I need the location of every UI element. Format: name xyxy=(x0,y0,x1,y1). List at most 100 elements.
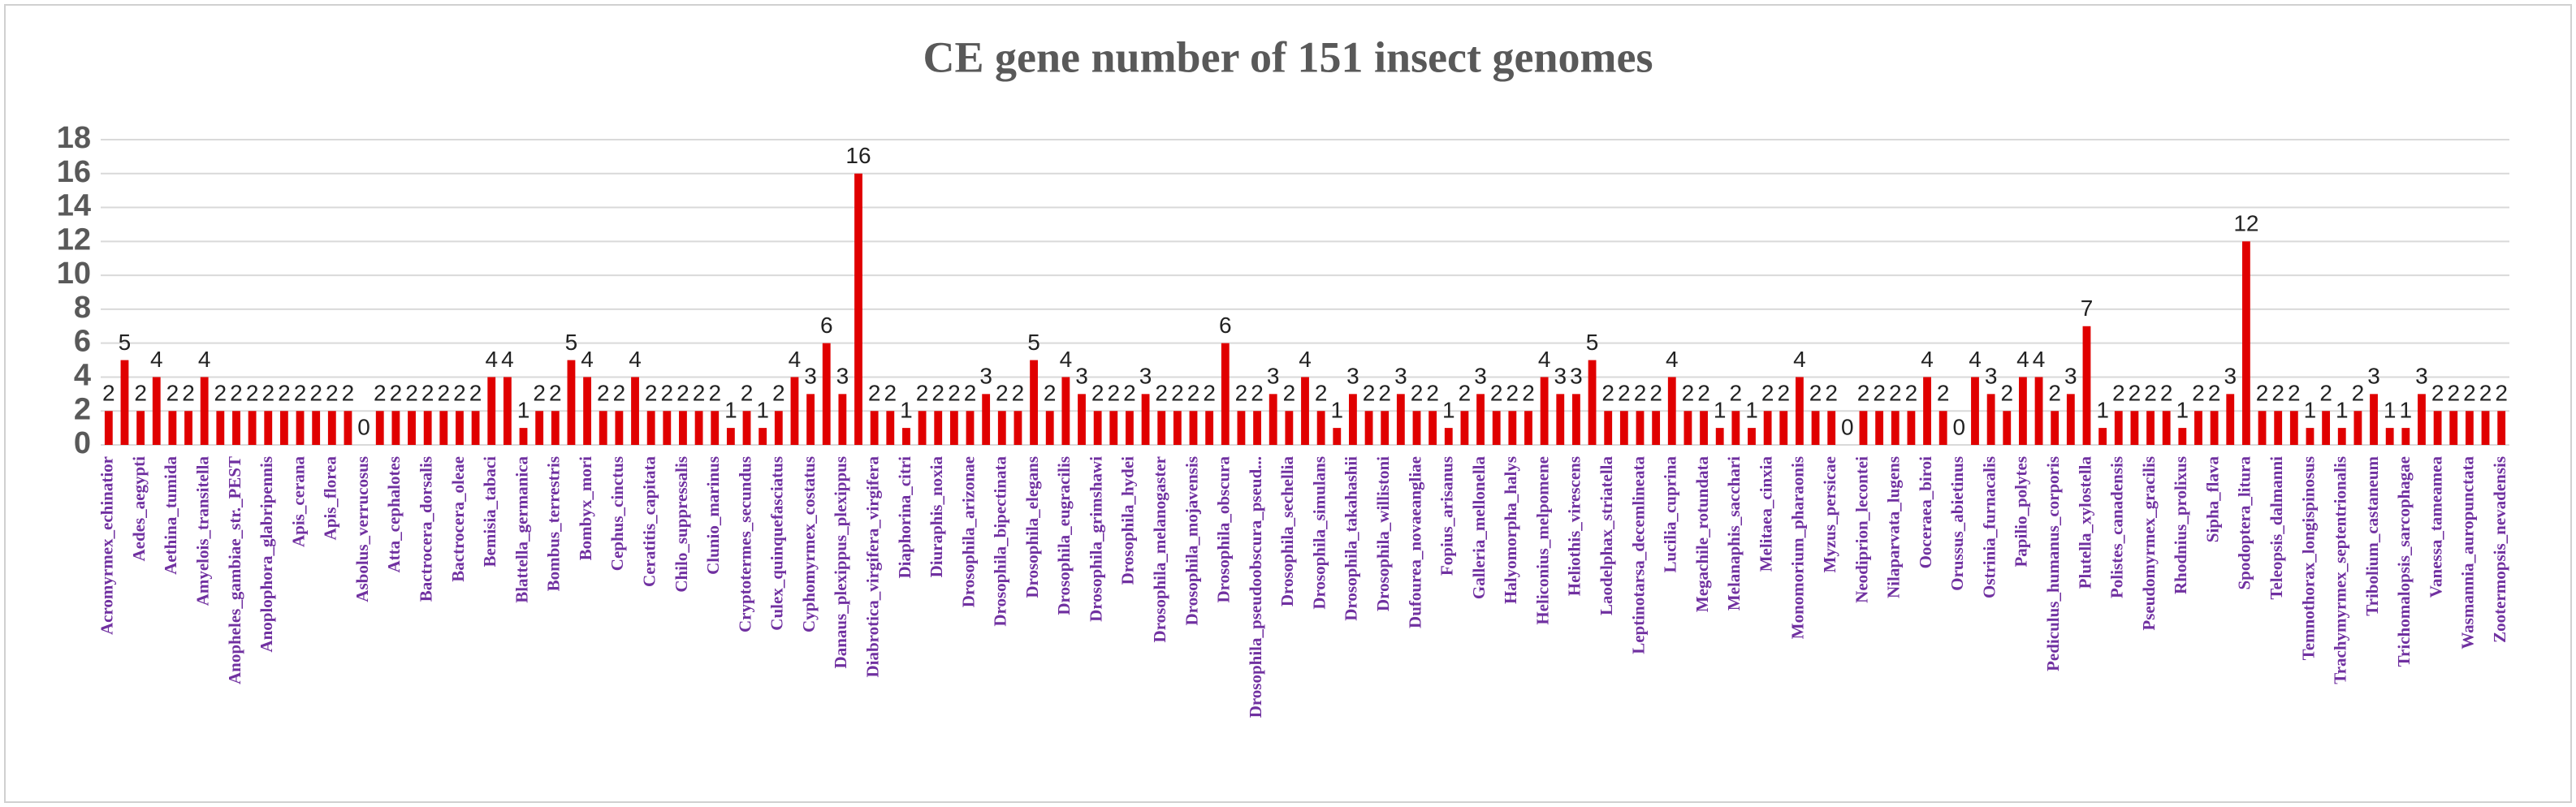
y-tick-label: 18 xyxy=(57,121,91,155)
data-label: 0 xyxy=(357,414,370,439)
x-tick-label: Teleopsis_dalmanni xyxy=(2267,456,2286,600)
bar xyxy=(120,360,129,445)
bar xyxy=(1093,411,1102,445)
x-tick-label: Aethina_tumida xyxy=(161,456,180,575)
bar xyxy=(1524,411,1532,445)
bar xyxy=(997,411,1006,445)
bar xyxy=(2162,411,2171,445)
x-tick-label: Spodoptera_litura xyxy=(2235,456,2254,590)
data-label: 3 xyxy=(1985,364,1998,389)
x-tick-label: Ooceraea_biroi xyxy=(1916,456,1935,569)
bar xyxy=(264,411,273,445)
data-label: 2 xyxy=(645,381,658,406)
data-label: 2 xyxy=(1889,381,1902,406)
data-label: 2 xyxy=(1426,381,1439,406)
x-tick-label: Ostrinia_furnacalis xyxy=(1979,456,1999,598)
data-label: 3 xyxy=(1346,364,1359,389)
x-tick-label: Heliothis_virescens xyxy=(1565,456,1584,596)
data-label: 1 xyxy=(900,398,913,423)
bar xyxy=(1923,377,1931,445)
data-label: 4 xyxy=(2016,347,2029,372)
bar xyxy=(1891,411,1900,445)
bar xyxy=(2098,428,2107,445)
data-label: 3 xyxy=(1139,364,1152,389)
bar xyxy=(2306,428,2315,445)
data-label: 5 xyxy=(565,330,578,355)
bar xyxy=(1396,394,1405,445)
data-label: 2 xyxy=(948,381,961,406)
x-tick-label: Drosophila_obscura xyxy=(1214,456,1234,603)
data-label: 4 xyxy=(1921,347,1934,372)
data-label: 2 xyxy=(2000,381,2013,406)
bar xyxy=(408,411,416,445)
bar xyxy=(248,411,257,445)
bar xyxy=(423,411,432,445)
y-tick-label: 12 xyxy=(57,222,91,257)
bar xyxy=(1285,411,1294,445)
bar xyxy=(487,377,496,445)
x-tick-label: Aedes_aegypti xyxy=(129,456,149,562)
data-label: 3 xyxy=(836,364,849,389)
bar xyxy=(471,411,480,445)
bar xyxy=(2497,411,2506,445)
data-label: 2 xyxy=(549,381,562,406)
bar xyxy=(854,173,862,445)
bar xyxy=(1189,411,1198,445)
data-label: 2 xyxy=(2271,381,2284,406)
bar xyxy=(1683,411,1692,445)
bar xyxy=(1428,411,1437,445)
bar xyxy=(1986,394,1995,445)
bar xyxy=(2370,394,2378,445)
bar xyxy=(934,411,943,445)
data-label: 2 xyxy=(1618,381,1631,406)
bar xyxy=(503,377,512,445)
data-label: 2 xyxy=(2208,381,2221,406)
bar xyxy=(1604,411,1613,445)
bar xyxy=(567,360,576,445)
data-label: 2 xyxy=(261,381,274,406)
bar xyxy=(2018,377,2027,445)
bar xyxy=(2337,428,2346,445)
x-tick-label: Apis_florea xyxy=(321,456,340,541)
data-label: 2 xyxy=(1363,381,1376,406)
bar xyxy=(1061,377,1070,445)
bar xyxy=(1253,411,1261,445)
data-label: 2 xyxy=(342,381,355,406)
bar xyxy=(1731,411,1740,445)
x-tick-label: Papilio_polytes xyxy=(2012,456,2031,567)
bar xyxy=(1126,411,1134,445)
data-label: 2 xyxy=(1235,381,1248,406)
bar xyxy=(711,411,720,445)
bar xyxy=(312,411,321,445)
data-label: 2 xyxy=(1411,381,1424,406)
bar xyxy=(2241,241,2250,445)
chart-border xyxy=(4,4,2572,803)
x-tick-label: Ceratitis_capitata xyxy=(639,456,659,587)
data-label: 1 xyxy=(2096,398,2109,423)
x-tick-label: Melanaphis_sacchari xyxy=(1724,456,1744,611)
data-label: 5 xyxy=(1586,330,1599,355)
bar xyxy=(1508,411,1517,445)
data-label: 2 xyxy=(1730,381,1743,406)
bar xyxy=(806,394,815,445)
bar xyxy=(2274,411,2283,445)
data-label: 2 xyxy=(2431,381,2444,406)
x-tick-label: Lucilia_cuprina xyxy=(1661,456,1680,573)
bar xyxy=(439,411,448,445)
x-tick-label: Drosophila_mojavensis xyxy=(1182,456,1201,625)
bar xyxy=(1030,360,1038,445)
data-label: 12 xyxy=(2233,211,2258,236)
x-tick-label: Monomorium_pharaonis xyxy=(1788,456,1808,639)
data-label: 2 xyxy=(1937,381,1950,406)
bar xyxy=(1205,411,1214,445)
x-tick-label: Halyomorpha_halys xyxy=(1501,456,1520,604)
data-label: 2 xyxy=(1522,381,1535,406)
data-label: 16 xyxy=(845,143,871,168)
data-label: 2 xyxy=(1459,381,1472,406)
data-label: 2 xyxy=(1378,381,1391,406)
data-label: 3 xyxy=(1267,364,1280,389)
bar xyxy=(694,411,703,445)
y-tick-label: 6 xyxy=(74,325,91,359)
bar xyxy=(1460,411,1469,445)
